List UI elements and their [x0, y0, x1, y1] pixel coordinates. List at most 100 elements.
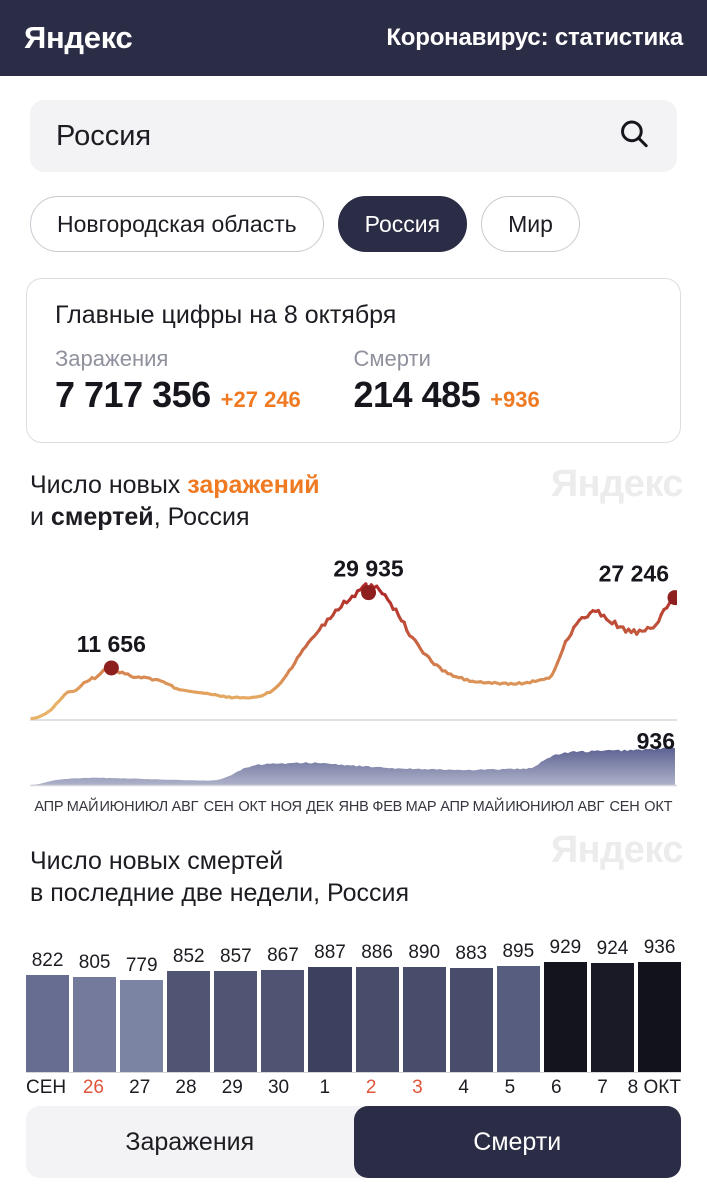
bar-date-label: 8 ОКТ: [627, 1077, 681, 1098]
bar: [214, 970, 258, 1072]
region-tab-world[interactable]: Мир: [481, 196, 580, 252]
yandex-watermark: Яндекс: [550, 829, 684, 871]
bar-column[interactable]: 805: [73, 923, 117, 1072]
tab-deaths[interactable]: Смерти: [353, 1106, 681, 1178]
bar-column[interactable]: 852: [167, 923, 211, 1072]
region-tab-russia[interactable]: Россия: [337, 196, 468, 252]
bar-value-label: 779: [125, 955, 158, 977]
month-tick: ИЮЛ: [134, 799, 169, 815]
search-box[interactable]: Россия: [30, 100, 677, 172]
month-tick: ИЮН: [505, 799, 541, 815]
bar-value-label: 890: [408, 941, 441, 963]
svg-text:27 246: 27 246: [599, 561, 669, 587]
bar-date-label: 26: [82, 1077, 104, 1098]
bar-date-axis: СЕН 26 27 28 29 30 1 2 3 4 5 6 7 8 ОКТ: [26, 1077, 681, 1099]
bar-value-label: 822: [31, 950, 64, 972]
region-tab-oblast[interactable]: Новгородская область: [30, 196, 324, 252]
search-section: Россия: [0, 76, 707, 172]
summary-deaths-value: 214 485: [353, 374, 481, 415]
bar: [120, 980, 164, 1072]
region-tab-label: Россия: [364, 210, 441, 237]
bar-date-label: 29: [221, 1077, 243, 1098]
bar-value-label: 924: [596, 937, 629, 959]
month-tick: МАЙ: [472, 799, 505, 815]
bar: [449, 967, 493, 1072]
month-tick: МАР: [405, 799, 437, 815]
cases-chart-title: Число новых заражений и смертей, Россия: [30, 469, 677, 533]
bar-value-label: 852: [172, 946, 205, 968]
cases-line-chart[interactable]: 11 656 29 935 27 246: [30, 541, 677, 731]
tab-cases[interactable]: Заражения: [26, 1106, 354, 1178]
bar: [26, 975, 70, 1072]
bar-value-label: 895: [502, 941, 535, 963]
bar-column[interactable]: 887: [308, 923, 352, 1072]
bar-value-label: 929: [549, 937, 582, 959]
summary-deaths: Смерти 214 485 +936: [354, 346, 653, 416]
bar-column[interactable]: 936: [638, 923, 682, 1072]
cases-chart-section: Яндекс Число новых заражений и смертей, …: [0, 443, 707, 815]
bar-date-label: 6: [550, 1077, 562, 1098]
bar-column[interactable]: 924: [590, 923, 635, 1072]
deaths-area-chart[interactable]: 936: [30, 733, 677, 795]
search-input[interactable]: Россия: [56, 119, 152, 152]
bar-column[interactable]: 822: [26, 923, 70, 1072]
summary-cases: Заражения 7 717 356 +27 246: [55, 346, 354, 416]
bar: [355, 967, 399, 1072]
summary-deaths-label: Смерти: [353, 346, 431, 371]
bar-value-label: 883: [455, 942, 488, 964]
month-tick: ЯНВ: [338, 799, 369, 815]
deaths-chart-title: Число новых смертей в последние две неде…: [30, 845, 677, 909]
bar-value-label: 805: [78, 952, 111, 974]
bar-column[interactable]: 883: [449, 923, 493, 1072]
summary-cases-label: Заражения: [55, 346, 169, 371]
region-tabs: Новгородская область Россия Мир: [0, 172, 707, 252]
bar-date-label: 5: [504, 1077, 516, 1098]
yandex-watermark: Яндекс: [550, 463, 684, 505]
title-part: Число новых: [30, 471, 188, 499]
summary-cases-delta: +27 246: [220, 387, 301, 412]
tab-label: Смерти: [473, 1127, 562, 1156]
yandex-logo[interactable]: Яндекс: [24, 20, 133, 55]
bar-column[interactable]: 890: [402, 923, 446, 1072]
svg-text:936: 936: [637, 733, 675, 754]
bar-column[interactable]: 895: [496, 923, 540, 1072]
month-tick: ИЮЛ: [540, 799, 574, 815]
bar-value-label: 887: [314, 942, 346, 964]
region-tab-label: Мир: [508, 210, 553, 237]
bar: [73, 977, 117, 1072]
bar-column[interactable]: 929: [543, 923, 587, 1072]
bar-date-label: СЕН: [26, 1077, 67, 1098]
svg-text:11 656: 11 656: [77, 631, 146, 657]
search-icon[interactable]: [617, 117, 651, 156]
month-tick: АВГ: [171, 799, 199, 815]
title-part: , Россия: [153, 503, 250, 531]
bar-date-label: 2: [365, 1077, 377, 1098]
month-tick: ИЮН: [99, 799, 135, 815]
app-header: Яндекс Коронавирус: статистика: [0, 0, 707, 76]
bar-date-label: 28: [175, 1077, 197, 1098]
month-tick: ОКТ: [644, 799, 673, 815]
bar-column[interactable]: 857: [214, 923, 258, 1072]
bar: [543, 962, 587, 1072]
bar-column[interactable]: 886: [355, 923, 399, 1072]
deaths-bar-chart[interactable]: 822 805 779 852 857 867 887 886 890 883 895 929 924 9…: [0, 923, 707, 1099]
bar-date-label: 7: [597, 1077, 608, 1098]
bar-date-label: 27: [129, 1077, 151, 1098]
summary-card-title: Главные цифры на 8 октября: [55, 301, 397, 329]
bar-date-label: 30: [267, 1077, 290, 1098]
bar-value-label: 936: [643, 936, 676, 958]
title-highlight-cases: заражений: [187, 471, 320, 499]
bar-date-label: 1: [319, 1077, 331, 1098]
bar-value-label: 867: [267, 944, 299, 966]
page-title: Коронавирус: статистика: [386, 24, 683, 51]
title-highlight-deaths: смертей: [50, 503, 154, 531]
bar-column[interactable]: 779: [120, 923, 164, 1072]
summary-deaths-delta: +936: [490, 387, 540, 412]
month-tick: ДЕК: [306, 799, 334, 815]
month-tick: АВГ: [577, 799, 605, 815]
bar: [308, 967, 352, 1072]
bar-column[interactable]: 867: [261, 923, 305, 1072]
bar-value-label: 886: [361, 942, 393, 964]
month-tick: АПР: [34, 799, 64, 815]
bar-date-label: 4: [458, 1077, 469, 1098]
